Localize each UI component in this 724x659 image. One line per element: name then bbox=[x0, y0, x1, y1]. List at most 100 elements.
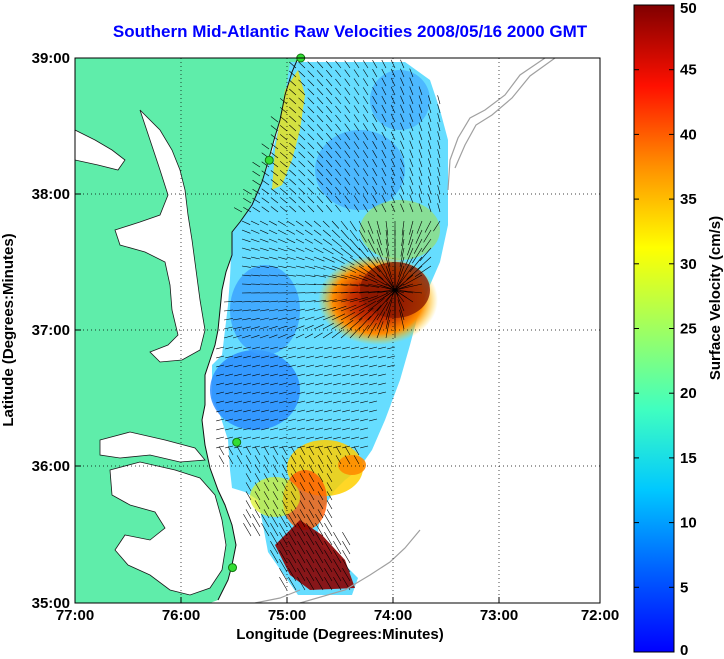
velocity-vector bbox=[344, 96, 351, 105]
velocity-vector bbox=[243, 207, 252, 213]
velocity-vector bbox=[324, 558, 333, 573]
velocity-vector bbox=[307, 70, 315, 78]
velocity-vector bbox=[306, 531, 315, 546]
velocity-vector bbox=[297, 436, 306, 440]
velocity-vector bbox=[243, 355, 252, 359]
velocity-vector bbox=[428, 95, 432, 105]
velocity-vector bbox=[372, 78, 378, 87]
velocity-vector bbox=[340, 283, 359, 287]
velocity-vector bbox=[288, 576, 297, 591]
velocity-vector bbox=[367, 305, 382, 321]
velocity-vector bbox=[381, 95, 387, 105]
velocity-vector bbox=[250, 317, 260, 321]
velocity-vector bbox=[353, 60, 360, 69]
velocity-vector bbox=[331, 298, 348, 303]
x-tick-label: 72:00 bbox=[581, 607, 619, 624]
velocity-vector bbox=[304, 300, 316, 303]
velocity-vector bbox=[286, 309, 296, 312]
velocity-vector bbox=[263, 464, 270, 474]
velocity-vector bbox=[428, 167, 432, 177]
velocity-vector bbox=[281, 500, 288, 510]
velocity-vector bbox=[353, 204, 360, 213]
velocity-vector bbox=[288, 409, 297, 413]
velocity-vector bbox=[353, 114, 360, 123]
velocity-vector bbox=[385, 289, 396, 312]
velocity-vector bbox=[367, 274, 387, 286]
velocity-vector bbox=[418, 149, 423, 159]
velocity-vector bbox=[297, 400, 306, 404]
velocity-vector bbox=[344, 177, 351, 186]
velocity-vector bbox=[307, 169, 315, 177]
velocity-vector bbox=[367, 256, 381, 273]
velocity-vector bbox=[263, 509, 270, 519]
velocity-vector bbox=[358, 247, 371, 262]
velocity-vector bbox=[313, 256, 325, 262]
velocity-vector bbox=[234, 373, 243, 377]
velocity-vector bbox=[372, 114, 378, 123]
velocity-vector bbox=[259, 326, 269, 330]
velocity-vector bbox=[281, 509, 288, 519]
velocity-vector bbox=[289, 160, 297, 168]
velocity-vector bbox=[315, 373, 324, 377]
velocity-vector bbox=[344, 141, 351, 150]
velocity-vector bbox=[331, 305, 347, 312]
velocity-vector bbox=[360, 373, 369, 377]
velocity-vector bbox=[288, 382, 297, 386]
velocity-vector bbox=[400, 131, 405, 141]
velocity-vector bbox=[342, 346, 351, 350]
velocity-vector bbox=[227, 455, 234, 465]
velocity-vector bbox=[234, 382, 243, 386]
velocity-vector bbox=[428, 158, 432, 168]
velocity-vector bbox=[252, 170, 261, 177]
velocity-vector bbox=[340, 274, 358, 280]
velocity-vector bbox=[279, 125, 288, 132]
velocity-vector bbox=[304, 247, 314, 253]
colorbar-label: Surface Velocity (cm/s) bbox=[707, 216, 724, 380]
velocity-vector bbox=[335, 132, 342, 141]
velocity-vector bbox=[418, 122, 423, 132]
velocity-vector bbox=[349, 274, 368, 282]
velocity-vector bbox=[307, 106, 315, 114]
velocity-vector bbox=[308, 482, 315, 492]
station-hatteras-marker bbox=[228, 563, 237, 573]
velocity-vector bbox=[367, 265, 384, 280]
velocity-vector bbox=[418, 158, 423, 168]
velocity-vector bbox=[243, 364, 252, 368]
velocity-vector bbox=[342, 549, 351, 564]
velocity-vector bbox=[304, 325, 314, 330]
velocity-vector bbox=[306, 513, 315, 528]
velocity-vector bbox=[340, 319, 354, 330]
velocity-vector bbox=[317, 509, 324, 519]
velocity-vector bbox=[250, 301, 261, 303]
velocity-vector bbox=[245, 464, 252, 474]
velocity-vector bbox=[317, 455, 324, 465]
velocity-vector bbox=[331, 229, 341, 239]
velocity-vector bbox=[437, 203, 441, 213]
velocity-vector bbox=[279, 373, 288, 377]
velocity-vector bbox=[270, 188, 279, 195]
velocity-vector bbox=[326, 473, 333, 483]
velocity-vector bbox=[243, 189, 252, 195]
velocity-vector bbox=[424, 220, 432, 233]
velocity-vector bbox=[340, 298, 358, 303]
velocity-vector bbox=[385, 320, 390, 339]
velocity-vector bbox=[286, 265, 296, 269]
velocity-vector bbox=[307, 97, 315, 105]
velocity-vector bbox=[415, 229, 423, 244]
velocity-vector bbox=[409, 176, 414, 186]
velocity-vector bbox=[281, 455, 288, 465]
velocity-vector bbox=[289, 196, 297, 204]
velocity-vector bbox=[315, 513, 324, 528]
velocity-vector bbox=[313, 307, 326, 312]
x-tick-marks bbox=[74, 57, 601, 604]
velocity-vector bbox=[225, 445, 234, 449]
velocity-vector bbox=[308, 509, 315, 519]
velocity-vector bbox=[270, 179, 279, 186]
velocity-vector bbox=[376, 274, 395, 290]
velocity-vector bbox=[288, 400, 297, 404]
velocity-vector bbox=[372, 177, 378, 186]
velocity-vector bbox=[409, 256, 423, 273]
velocity-vector bbox=[437, 95, 441, 105]
velocity-vector bbox=[236, 455, 243, 465]
